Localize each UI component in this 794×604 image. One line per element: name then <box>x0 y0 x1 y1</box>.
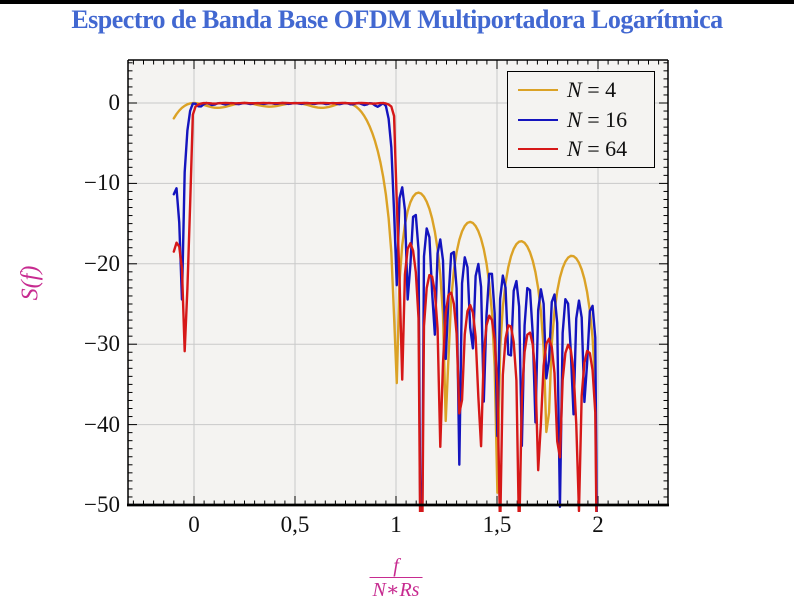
x-axis-tick-label: 0,5 <box>280 512 310 537</box>
page-title: Espectro de Banda Base OFDM Multiportado… <box>71 5 723 34</box>
window-top-edge <box>0 0 794 4</box>
series-curve-N-64 <box>172 101 598 512</box>
x-axis-label-numerator: f <box>393 555 399 577</box>
legend-item-label: N = 4 <box>567 77 617 103</box>
legend-line-swatch <box>518 89 558 92</box>
legend-item-label: N = 64 <box>567 135 628 161</box>
legend: N = 4 N = 16 N = 64 <box>507 71 655 168</box>
y-axis-tick-label: −50 <box>84 492 120 517</box>
x-axis-tick-label: 2 <box>592 512 604 537</box>
legend-line-swatch <box>518 147 558 150</box>
x-axis-label-denominator: N∗Rs <box>369 577 423 600</box>
legend-line-swatch <box>518 118 558 121</box>
legend-item: N = 16 <box>518 107 648 133</box>
y-axis-tick-label: −40 <box>84 411 120 437</box>
legend-item: N = 64 <box>518 136 648 162</box>
y-axis-tick-label: −10 <box>84 170 120 196</box>
x-axis-tick-label: 1 <box>390 512 402 537</box>
legend-item: N = 4 <box>518 77 648 103</box>
y-axis-tick-label: −30 <box>84 331 120 357</box>
legend-item-label: N = 16 <box>567 106 628 132</box>
x-axis-tick-label: 1,5 <box>482 512 512 537</box>
y-axis-tick-label: 0 <box>108 90 121 115</box>
y-axis-tick-label: −20 <box>84 250 120 276</box>
y-axis-label: S(f) <box>17 265 44 301</box>
x-axis-label-fraction: f N∗Rs <box>369 555 423 600</box>
x-axis-tick-label: 0 <box>188 512 200 537</box>
